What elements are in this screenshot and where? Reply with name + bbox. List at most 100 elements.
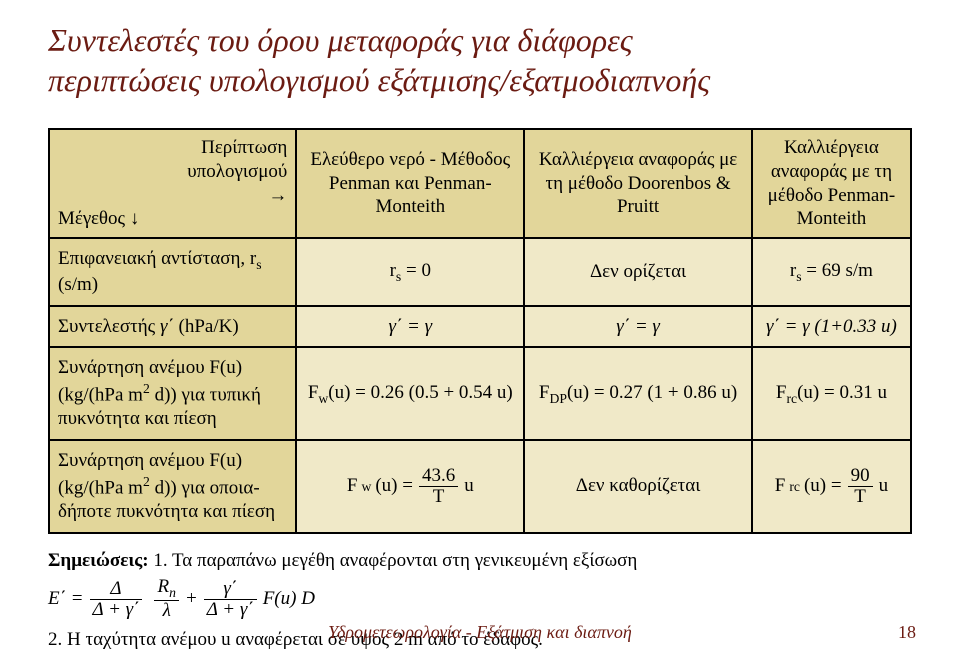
page-number: 18 [898,622,916,643]
eq-f3-den: Δ + γ΄ [204,600,257,620]
row-fu-any: Συνάρτηση ανέμου F(u) (kg/(hPa m2 d)) γι… [49,440,911,533]
eq-f2-num: Rn [154,577,178,601]
head-left-l1: Περίπτωση [201,137,287,158]
notes-bold: Σημειώσεις: [48,550,149,571]
row3-c1: Fw(u) = 0.26 (0.5 + 0.54 u) [296,347,524,440]
row2-label-a: Συντελεστής [58,316,160,337]
row1-c3: rs = 69 s/m [752,238,911,306]
row4-label: Συνάρτηση ανέμου F(u) (kg/(hPa m2 d)) γι… [49,440,296,533]
note1-text: 1. Τα παραπάνω μεγέθη αναφέρονται στη γε… [149,550,638,571]
row4-c3-c: u [879,474,889,498]
col3-l1: Καλλιέργεια [784,137,879,158]
row3-label: Συνάρτηση ανέμου F(u) (kg/(hPa m2 d)) γι… [49,347,296,440]
row4-c1-a: F [347,474,358,498]
eq-f1-den: Δ + γ΄ [90,600,143,620]
eq-f2-num-a: R [157,576,169,597]
eq-f2-den: λ [154,601,178,621]
col2-l2: τη μέθοδο Doorenbos & [545,173,730,194]
col1-l1: Ελεύθερο νερό - Μέθοδος [310,149,510,170]
col2-l1: Καλλιέργεια αναφοράς με [539,149,737,170]
row4-c2: Δεν καθορίζεται [524,440,752,533]
row4-c1-frac: 43.6 T [419,466,458,507]
head-left-l3a: Μέγεθος [58,208,125,229]
row2-c3: γ΄ = γ (1+0.33 u) [752,306,911,348]
title-line1: Συντελεστές του όρου μεταφοράς για διάφο… [48,22,633,58]
row1-c1-sub: s [396,269,401,284]
row4-l2b: d)) για οποια- [150,477,260,498]
arrow-down-icon: ↓ [130,208,140,229]
row4-c3-sub: rc [789,478,800,495]
row3-c1-b: (u) = 0.26 (0.5 + 0.54 u) [328,382,513,403]
row4-l3: δήποτε πυκνότητα και πίεση [58,501,275,522]
col2-l3: Pruitt [617,196,659,217]
note1-line: Σημειώσεις: 1. Τα παραπάνω μεγέθη αναφέρ… [48,548,912,574]
slide-title: Συντελεστές του όρου μεταφοράς για διάφο… [48,20,912,100]
row2-label-b: (hPa/K) [174,316,239,337]
row1-label-a: Επιφανειακή αντίσταση, r [58,248,256,269]
row4-c3: Frc(u) = 90 T u [752,440,911,533]
row3-sup: 2 [143,381,150,396]
row2-c1: γ΄ = γ [296,306,524,348]
row1-c1-b: = 0 [406,260,431,281]
row4-c1-b: (u) = [375,474,413,498]
row4-c3-frac: 90 T [848,466,873,507]
coefficients-table: Περίπτωση υπολογισμού → Μέγεθος ↓ Ελεύθε… [48,128,912,534]
row3-l2b: d)) για τυπική [150,384,261,405]
row4-l2a: (kg/(hPa m [58,477,143,498]
slide: Συντελεστές του όρου μεταφοράς για διάφο… [0,0,960,651]
eq-plus: + [185,586,198,612]
col3-l4: Monteith [797,208,867,229]
row3-c3: Frc(u) = 0.31 u [752,347,911,440]
header-col1: Ελεύθερο νερό - Μέθοδος Penman και Penma… [296,129,524,238]
row-rs: Επιφανειακή αντίσταση, rs (s/m) rs = 0 Δ… [49,238,911,306]
row3-c3-sub: rc [786,391,797,406]
row1-c2: Δεν ορίζεται [524,238,752,306]
eq-frac1: Δ Δ + γ΄ [90,579,143,620]
header-col2: Καλλιέργεια αναφοράς με τη μέθοδο Dooren… [524,129,752,238]
row4-c1-c: u [464,474,474,498]
row3-l2a: (kg/(hPa m [58,384,143,405]
eq-lhs: E΄ = [48,586,84,612]
row4-l1: Συνάρτηση ανέμου F(u) [58,450,242,471]
row3-c2-a: F [539,382,550,403]
row3-c3-b: (u) = 0.31 u [797,382,887,403]
row4-c3-num: 90 [848,466,873,487]
row3-l3: πυκνότητα και πίεση [58,408,217,429]
eq-frac2: Rn λ [154,577,178,621]
row1-label: Επιφανειακή αντίσταση, rs (s/m) [49,238,296,306]
row3-c2-b: (u) = 0.27 (1 + 0.86 u) [567,382,737,403]
row3-c3-a: F [776,382,787,403]
col3-l3: μέθοδο Penman- [768,185,896,206]
eq-tail: F(u) D [263,586,315,612]
row1-c1: rs = 0 [296,238,524,306]
header-left: Περίπτωση υπολογισμού → Μέγεθος ↓ [49,129,296,238]
head-left-l2: υπολογισμού [187,161,287,182]
footer-text: Υδρομετεωρολογία - Εξάτμιση και διαπνοή [0,622,960,643]
row4-c3-den: T [848,487,873,507]
col1-l3: Monteith [375,196,445,217]
row3-c2: FDP(u) = 0.27 (1 + 0.86 u) [524,347,752,440]
row1-label-b: (s/m) [58,274,98,295]
row2-c2: γ΄ = γ [524,306,752,348]
row2-label-g: γ΄ [160,316,174,337]
eq-f1-num: Δ [90,579,143,600]
eq-frac3: γ΄ Δ + γ΄ [204,579,257,620]
row3-c1-a: F [308,382,319,403]
row3-l1: Συνάρτηση ανέμου F(u) [58,357,242,378]
equation: E΄ = Δ Δ + γ΄ Rn λ + γ΄ Δ + γ΄ F(u) D [48,577,912,621]
row1-label-sub: s [256,257,261,272]
arrow-right-icon: → [268,185,287,206]
row4-sup: 2 [143,474,150,489]
row4-c3-a: F [775,474,786,498]
row4-c3-b: (u) = [804,474,842,498]
eq-f2-num-sub: n [169,585,176,600]
row2-label: Συντελεστής γ΄ (hPa/K) [49,306,296,348]
row3-c1-sub: w [318,391,328,406]
row1-c3-b: = 69 s/m [806,260,873,281]
eq-f3-num: γ΄ [204,579,257,600]
row-fu-typical: Συνάρτηση ανέμου F(u) (kg/(hPa m2 d)) γι… [49,347,911,440]
row4-c1-den: T [419,487,458,507]
row4-c1-sub: w [361,478,371,495]
row1-c3-sub: s [796,269,801,284]
title-line2: περιπτώσεις υπολογισμού εξάτμισης/εξατμο… [48,62,710,98]
